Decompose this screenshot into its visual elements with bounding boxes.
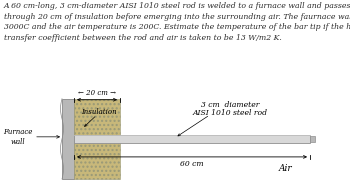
Text: Furnace
wall: Furnace wall — [3, 128, 33, 146]
Bar — [74, 143, 120, 179]
Text: Insulation: Insulation — [81, 108, 117, 116]
Bar — [74, 135, 310, 143]
Bar — [74, 99, 120, 135]
Text: ← 20 cm →: ← 20 cm → — [78, 89, 116, 97]
Bar — [62, 99, 74, 179]
Bar — [310, 136, 315, 142]
Text: AISI 1010 steel rod: AISI 1010 steel rod — [193, 109, 267, 117]
Text: Air: Air — [278, 164, 292, 174]
Text: 60 cm: 60 cm — [180, 160, 204, 168]
Text: A 60 cm-long, 3 cm-diameter AISI 1010 steel rod is welded to a furnace wall and : A 60 cm-long, 3 cm-diameter AISI 1010 st… — [4, 2, 350, 42]
Text: 3 cm  diameter: 3 cm diameter — [201, 101, 259, 109]
